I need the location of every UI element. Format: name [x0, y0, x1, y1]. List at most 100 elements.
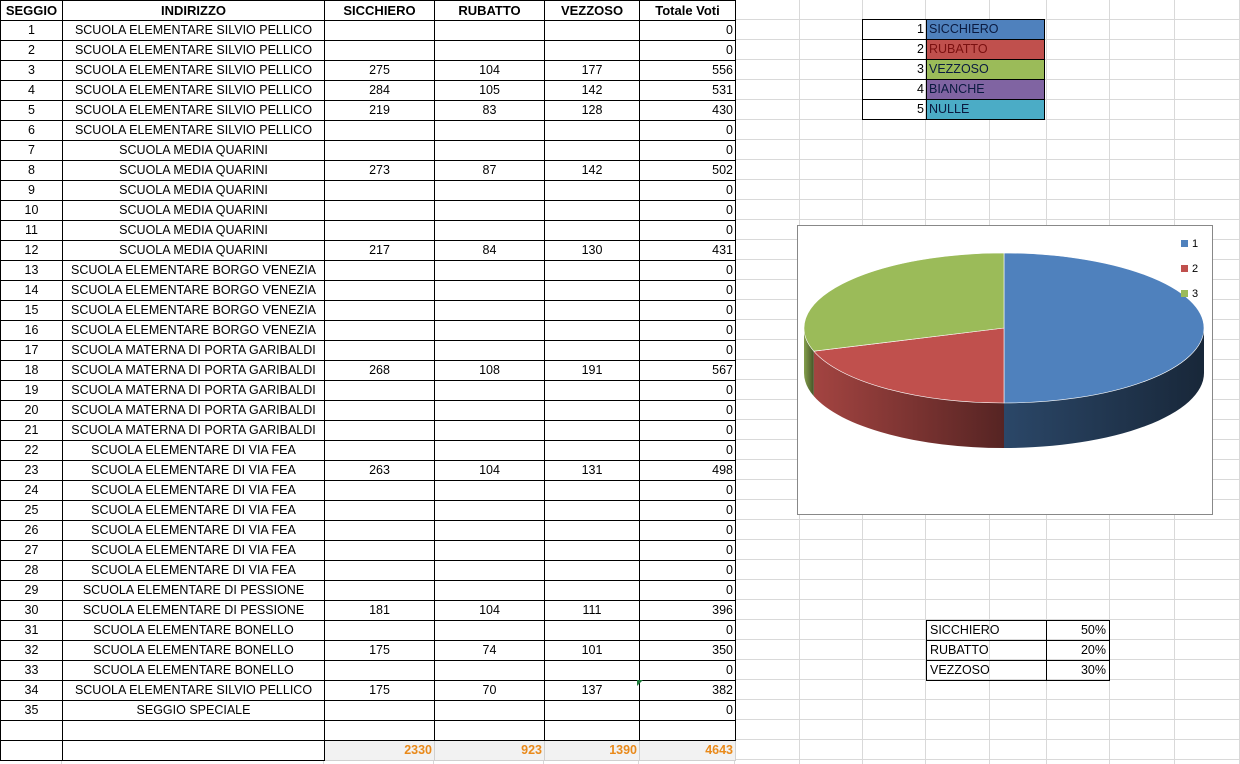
cell-sicchiero[interactable]	[324, 280, 435, 301]
cell-indirizzo[interactable]: SCUOLA ELEMENTARE BORGO VENEZIA	[62, 260, 325, 281]
cell-seggio[interactable]: 21	[0, 420, 63, 441]
cell-vezzoso[interactable]	[544, 220, 640, 241]
cell-indirizzo[interactable]: SCUOLA ELEMENTARE DI VIA FEA	[62, 520, 325, 541]
cell-totale[interactable]: 556	[639, 60, 736, 81]
cell-totale[interactable]: 0	[639, 440, 736, 461]
cell-vezzoso[interactable]: 130	[544, 240, 640, 261]
cell-indirizzo[interactable]: SCUOLA ELEMENTARE SILVIO PELLICO	[62, 120, 325, 141]
cell-vezzoso[interactable]	[544, 400, 640, 421]
cell-rubatto[interactable]: 104	[434, 60, 545, 81]
blank-cell[interactable]	[434, 720, 545, 741]
cell-indirizzo[interactable]: SCUOLA ELEMENTARE BORGO VENEZIA	[62, 280, 325, 301]
cell-seggio[interactable]: 34	[0, 680, 63, 701]
cell-indirizzo[interactable]: SCUOLA ELEMENTARE SILVIO PELLICO	[62, 100, 325, 121]
cell-sicchiero[interactable]	[324, 620, 435, 641]
cell-vezzoso[interactable]	[544, 520, 640, 541]
cell-sicchiero[interactable]: 263	[324, 460, 435, 481]
cell-rubatto[interactable]	[434, 420, 545, 441]
cell-sicchiero[interactable]	[324, 520, 435, 541]
cell-vezzoso[interactable]: 142	[544, 80, 640, 101]
cell-vezzoso[interactable]	[544, 380, 640, 401]
percentage-value-cell[interactable]: 20%	[1046, 640, 1110, 661]
cell-totale[interactable]: 531	[639, 80, 736, 101]
cell-totale[interactable]: 502	[639, 160, 736, 181]
cell-rubatto[interactable]	[434, 660, 545, 681]
cell-seggio[interactable]: 1	[0, 20, 63, 41]
cell-sicchiero[interactable]: 181	[324, 600, 435, 621]
cell-rubatto[interactable]	[434, 140, 545, 161]
cell-totale[interactable]: 396	[639, 600, 736, 621]
cell-sicchiero[interactable]	[324, 420, 435, 441]
cell-rubatto[interactable]	[434, 180, 545, 201]
cell-rubatto[interactable]: 104	[434, 600, 545, 621]
cell-sicchiero[interactable]	[324, 320, 435, 341]
legend-name-cell[interactable]: VEZZOSO	[926, 59, 1045, 80]
cell-seggio[interactable]: 5	[0, 100, 63, 121]
cell-seggio[interactable]: 28	[0, 560, 63, 581]
cell-totale[interactable]: 0	[639, 420, 736, 441]
header-rubatto[interactable]: RUBATTO	[434, 0, 545, 21]
cell-vezzoso[interactable]: 191	[544, 360, 640, 381]
cell-indirizzo[interactable]: SCUOLA MEDIA QUARINI	[62, 200, 325, 221]
legend-number-cell[interactable]: 2	[862, 39, 927, 60]
legend-number-cell[interactable]: 1	[862, 19, 927, 40]
cell-sicchiero[interactable]	[324, 500, 435, 521]
cell-totale[interactable]: 0	[639, 260, 736, 281]
cell-rubatto[interactable]	[434, 320, 545, 341]
cell-rubatto[interactable]	[434, 440, 545, 461]
cell-seggio[interactable]: 31	[0, 620, 63, 641]
cell-sicchiero[interactable]	[324, 180, 435, 201]
cell-vezzoso[interactable]: 111	[544, 600, 640, 621]
cell-seggio[interactable]: 13	[0, 260, 63, 281]
cell-totale[interactable]: 382	[639, 680, 736, 701]
cell-totale[interactable]: 350	[639, 640, 736, 661]
cell-vezzoso[interactable]	[544, 320, 640, 341]
legend-name-cell[interactable]: RUBATTO	[926, 39, 1045, 60]
cell-totale[interactable]: 0	[639, 580, 736, 601]
blank-cell[interactable]	[62, 720, 325, 741]
cell-sicchiero[interactable]	[324, 220, 435, 241]
cell-totale[interactable]: 498	[639, 460, 736, 481]
cell-indirizzo[interactable]: SCUOLA MATERNA DI PORTA GARIBALDI	[62, 420, 325, 441]
legend-name-cell[interactable]: BIANCHE	[926, 79, 1045, 100]
cell-indirizzo[interactable]: SCUOLA MEDIA QUARINI	[62, 160, 325, 181]
totals-empty-cell[interactable]	[62, 740, 325, 761]
totals-empty-cell[interactable]	[0, 740, 63, 761]
cell-rubatto[interactable]	[434, 540, 545, 561]
cell-indirizzo[interactable]: SCUOLA ELEMENTARE DI PESSIONE	[62, 600, 325, 621]
cell-seggio[interactable]: 33	[0, 660, 63, 681]
header-seggio[interactable]: SEGGIO	[0, 0, 63, 21]
cell-sicchiero[interactable]	[324, 440, 435, 461]
cell-vezzoso[interactable]	[544, 140, 640, 161]
cell-sicchiero[interactable]	[324, 340, 435, 361]
header-totale-voti[interactable]: Totale Voti	[639, 0, 736, 21]
cell-seggio[interactable]: 6	[0, 120, 63, 141]
cell-indirizzo[interactable]: SCUOLA ELEMENTARE SILVIO PELLICO	[62, 40, 325, 61]
cell-sicchiero[interactable]: 268	[324, 360, 435, 381]
cell-sicchiero[interactable]	[324, 20, 435, 41]
cell-seggio[interactable]: 27	[0, 540, 63, 561]
cell-vezzoso[interactable]	[544, 620, 640, 641]
cell-indirizzo[interactable]: SCUOLA ELEMENTARE SILVIO PELLICO	[62, 60, 325, 81]
cell-rubatto[interactable]	[434, 400, 545, 421]
cell-sicchiero[interactable]: 175	[324, 640, 435, 661]
cell-indirizzo[interactable]: SCUOLA ELEMENTARE BORGO VENEZIA	[62, 300, 325, 321]
cell-rubatto[interactable]	[434, 260, 545, 281]
percentage-name-cell[interactable]: VEZZOSO	[926, 660, 1047, 681]
cell-rubatto[interactable]	[434, 300, 545, 321]
cell-sicchiero[interactable]	[324, 560, 435, 581]
cell-rubatto[interactable]	[434, 220, 545, 241]
total-sicchiero[interactable]: 2330	[324, 740, 435, 761]
cell-indirizzo[interactable]: SCUOLA MEDIA QUARINI	[62, 240, 325, 261]
cell-sicchiero[interactable]: 217	[324, 240, 435, 261]
cell-sicchiero[interactable]	[324, 140, 435, 161]
cell-vezzoso[interactable]	[544, 280, 640, 301]
cell-rubatto[interactable]	[434, 480, 545, 501]
cell-totale[interactable]: 0	[639, 340, 736, 361]
cell-totale[interactable]: 567	[639, 360, 736, 381]
cell-vezzoso[interactable]	[544, 440, 640, 461]
cell-totale[interactable]: 0	[639, 220, 736, 241]
cell-vezzoso[interactable]	[544, 20, 640, 41]
cell-totale[interactable]: 0	[639, 300, 736, 321]
cell-rubatto[interactable]	[434, 380, 545, 401]
